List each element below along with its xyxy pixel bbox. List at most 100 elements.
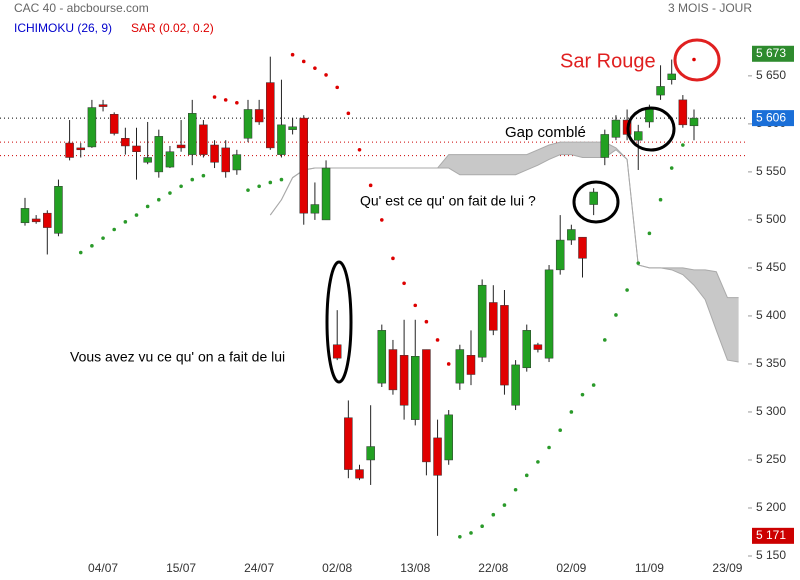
sar-dot bbox=[101, 236, 105, 240]
sar-dot bbox=[458, 534, 462, 539]
sar-dot bbox=[681, 143, 685, 147]
circle-done bbox=[325, 260, 353, 384]
candle-body bbox=[477, 284, 487, 358]
sar-dot bbox=[569, 410, 574, 414]
price-label: 5 606 bbox=[756, 110, 786, 124]
sar-dot bbox=[391, 256, 395, 261]
sar-dot bbox=[614, 313, 618, 317]
sar-dot bbox=[413, 303, 418, 308]
annotation: Qu' est ce qu' on fait de lui ? bbox=[360, 193, 536, 209]
circle-red bbox=[673, 38, 721, 82]
sar-dot bbox=[435, 338, 440, 342]
sar-dot bbox=[90, 244, 94, 248]
sar-dot bbox=[513, 487, 518, 492]
candle-body bbox=[411, 356, 420, 420]
sar-dot bbox=[636, 261, 641, 265]
sar-dot bbox=[290, 52, 295, 57]
candle-body bbox=[500, 305, 509, 386]
sar-dot bbox=[536, 460, 540, 464]
candle-body bbox=[433, 437, 442, 476]
sar-dot bbox=[692, 57, 696, 62]
sar-dot bbox=[346, 111, 351, 116]
candle-body bbox=[188, 113, 197, 155]
candle-body bbox=[522, 330, 531, 369]
y-tick-label: 5 250 bbox=[756, 452, 786, 466]
sar-dot bbox=[145, 204, 150, 209]
annotation-shapes bbox=[325, 38, 721, 384]
y-tick-label: 5 450 bbox=[756, 260, 786, 274]
x-tick-label: 04/07 bbox=[88, 561, 118, 575]
candle-body bbox=[544, 269, 554, 359]
candle-body bbox=[455, 349, 465, 384]
circle-gap bbox=[626, 106, 676, 152]
legend-sar: SAR (0.02, 0.2) bbox=[131, 21, 214, 35]
sar-dot bbox=[380, 218, 384, 222]
y-tick-label: 5 150 bbox=[756, 548, 786, 562]
sar-dot bbox=[157, 197, 161, 202]
y-tick-label: 5 200 bbox=[756, 500, 786, 514]
candle-body bbox=[232, 154, 242, 171]
sar-dot bbox=[246, 188, 250, 192]
candle-body bbox=[444, 414, 453, 461]
x-tick-label: 15/07 bbox=[166, 561, 196, 575]
x-tick-label: 02/09 bbox=[556, 561, 586, 575]
candle-body bbox=[533, 344, 543, 350]
ichimoku-span-b bbox=[269, 149, 739, 363]
sar-dot bbox=[112, 227, 116, 232]
candle-body bbox=[567, 229, 576, 241]
sar-dot bbox=[257, 184, 261, 189]
candle-body bbox=[176, 144, 186, 149]
chart-subtitle: 3 MOIS - JOUR bbox=[668, 1, 752, 15]
candle-body bbox=[199, 124, 208, 155]
sar-dot bbox=[524, 473, 529, 478]
y-tick-label: 5 500 bbox=[756, 212, 786, 226]
circle-question bbox=[572, 180, 620, 224]
sar-dot bbox=[580, 392, 585, 397]
sar-dot bbox=[368, 183, 373, 188]
y-tick-label: 5 550 bbox=[756, 164, 786, 178]
sar-dot bbox=[591, 383, 596, 387]
sar-dot bbox=[669, 166, 674, 170]
candle-body bbox=[288, 126, 297, 130]
price-label-box bbox=[752, 45, 794, 62]
x-tick-label: 11/09 bbox=[635, 561, 664, 575]
sar-dot bbox=[491, 512, 496, 517]
chart-title: CAC 40 - abcbourse.com bbox=[14, 1, 149, 15]
candle-body bbox=[299, 117, 308, 214]
sar-dot bbox=[547, 445, 551, 450]
sar-dot bbox=[279, 177, 284, 182]
sar-dot bbox=[658, 197, 663, 202]
candle-body bbox=[332, 344, 342, 359]
candle-body bbox=[154, 136, 164, 173]
price-label: 5 673 bbox=[756, 46, 786, 60]
x-tick-label: 23/09 bbox=[712, 561, 742, 575]
candle-body bbox=[143, 157, 152, 163]
candle-body bbox=[555, 239, 565, 271]
sar-dot bbox=[313, 66, 317, 70]
sar-dot bbox=[324, 73, 328, 77]
candle-body bbox=[277, 124, 286, 155]
candle-body bbox=[578, 236, 587, 259]
candle-body bbox=[243, 109, 253, 139]
candle-body bbox=[321, 167, 331, 221]
candle-body bbox=[656, 86, 665, 96]
sar-dot bbox=[179, 184, 183, 189]
candle-body bbox=[611, 119, 621, 138]
candle-body bbox=[377, 330, 387, 384]
sar-dot bbox=[603, 338, 607, 342]
sar-dot bbox=[335, 85, 340, 90]
x-tick-label: 24/07 bbox=[244, 561, 274, 575]
sar-dot bbox=[201, 173, 206, 178]
candle-body bbox=[54, 186, 63, 234]
candle-body bbox=[589, 191, 598, 205]
candle-body bbox=[366, 446, 375, 461]
candle-body bbox=[600, 134, 610, 158]
y-tick-label: 5 350 bbox=[756, 356, 786, 370]
sar-dot bbox=[168, 191, 172, 195]
sar-dot bbox=[469, 531, 473, 535]
candle-body bbox=[266, 82, 275, 149]
sar-dot bbox=[190, 177, 195, 182]
legend-ichimoku: ICHIMOKU (26, 9) bbox=[14, 21, 112, 35]
